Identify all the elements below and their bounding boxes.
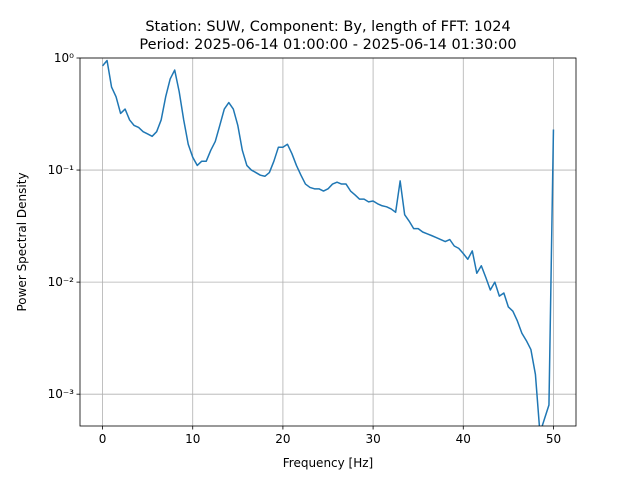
y-tick-label: 10⁻² (48, 275, 75, 289)
x-tick-label: 30 (365, 432, 380, 446)
x-tick-label: 10 (185, 432, 200, 446)
x-axis-label: Frequency [Hz] (283, 456, 374, 470)
chart-title: Station: SUW, Component: By, length of F… (145, 19, 510, 35)
y-axis-label: Power Spectral Density (15, 172, 29, 311)
data-line (101, 59, 555, 426)
y-tick-label: 10⁰ (54, 51, 74, 65)
x-tick-label: 20 (275, 432, 290, 446)
chart-subtitle: Period: 2025-06-14 01:00:00 - 2025-06-14… (139, 37, 516, 53)
y-tick-label: 10⁻³ (48, 387, 75, 401)
x-tick-label: 40 (456, 432, 471, 446)
plot-frame (79, 57, 577, 427)
x-tick-label: 50 (546, 432, 561, 446)
y-tick-label: 10⁻¹ (48, 163, 75, 177)
x-tick-label: 0 (99, 432, 107, 446)
